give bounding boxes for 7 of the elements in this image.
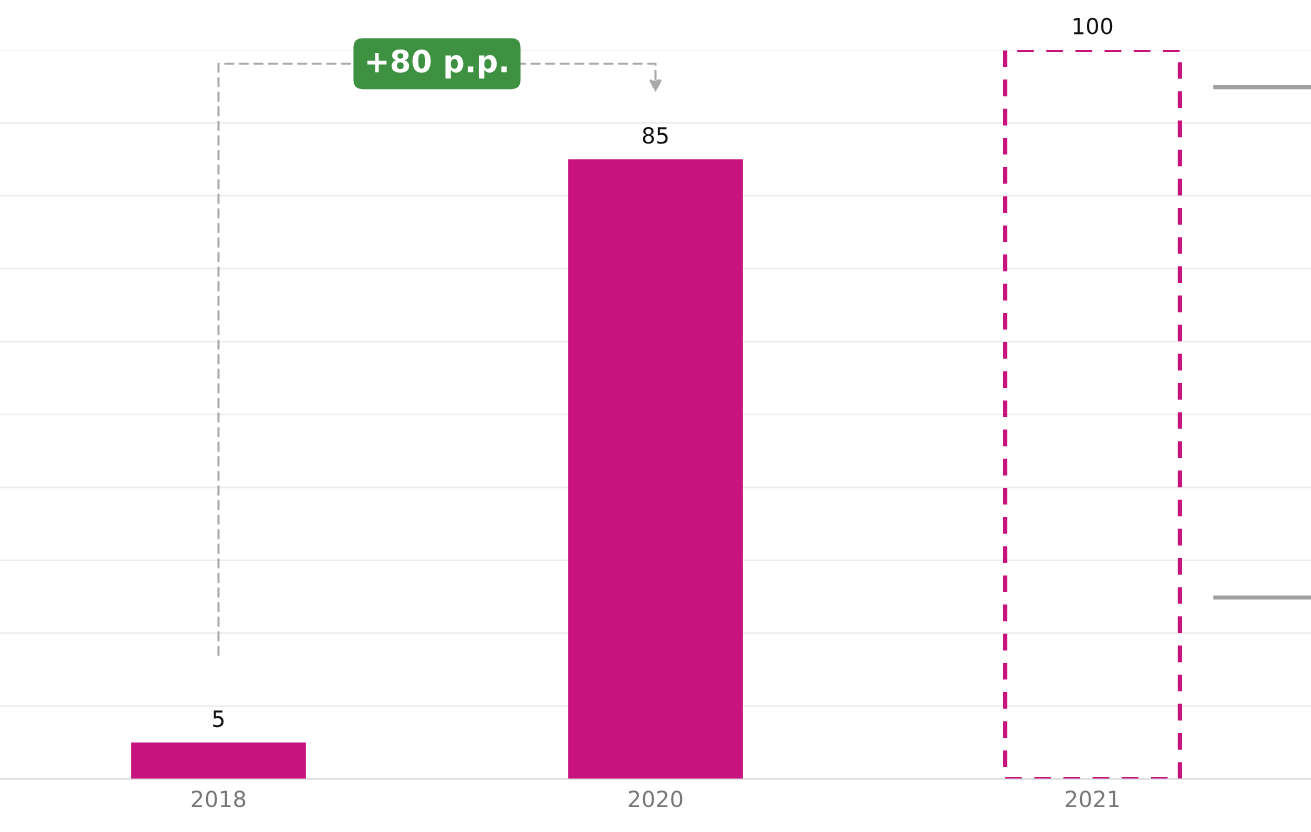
- data-label: 85: [642, 127, 668, 144]
- x-tick-label: 2020: [628, 790, 683, 808]
- annotation: +80 p.p.: [367, 49, 507, 79]
- data-label: 5: [213, 710, 224, 728]
- data-label: 100: [1073, 17, 1113, 35]
- x-tick-label: 2018: [191, 790, 246, 808]
- x-tick-label: 2021: [1065, 790, 1119, 808]
